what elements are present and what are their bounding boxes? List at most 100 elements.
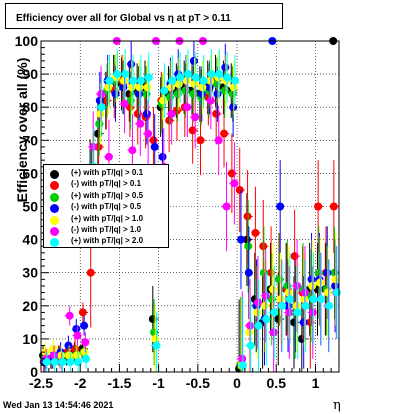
legend-label: (-) with pT/|q| > 0.5 (71, 202, 142, 212)
data-point (136, 119, 145, 128)
data-point (244, 268, 253, 277)
data-point (213, 89, 222, 98)
x-axis-label: η (333, 398, 341, 413)
data-point (97, 89, 106, 98)
data-point (300, 288, 309, 297)
data-point (82, 354, 91, 363)
data-point (189, 56, 198, 65)
data-layer (39, 37, 341, 373)
data-point (128, 146, 137, 155)
legend-entry: (+) with pT/|q| > 2.0 (44, 236, 168, 248)
data-point (284, 288, 293, 297)
legend: (+) with pT/|q| > 0.1 (-) with pT/|q| > 0… (43, 164, 169, 248)
data-point (159, 96, 168, 105)
data-point (278, 301, 287, 310)
data-point (251, 228, 260, 237)
data-point (290, 252, 299, 261)
data-point (120, 99, 129, 108)
data-point (220, 129, 229, 138)
y-axis-label: Efficiency over all (%) (14, 57, 30, 203)
data-point (253, 298, 262, 307)
legend-entry: (-) with pT/|q| > 1.0 (44, 225, 168, 237)
legend-entry: (+) with pT/|q| > 0.1 (44, 168, 168, 180)
data-point (144, 73, 153, 82)
data-point (50, 358, 59, 367)
data-point (152, 341, 161, 350)
data-point (235, 185, 244, 194)
data-point (165, 116, 174, 125)
data-point (135, 83, 144, 92)
legend-entry: (-) with pT/|q| > 0.5 (44, 202, 168, 214)
data-point (57, 351, 66, 360)
legend-marker-icon (50, 204, 59, 214)
data-point (97, 103, 106, 112)
data-point (149, 136, 158, 145)
data-point (227, 169, 236, 178)
y-tick-label: 50 (22, 199, 38, 215)
data-point (191, 113, 200, 122)
data-point (150, 142, 159, 151)
data-point (236, 235, 245, 244)
data-point (121, 70, 130, 79)
data-point (168, 76, 177, 85)
data-point (329, 202, 338, 211)
data-point (104, 83, 113, 92)
legend-entry: (+) with pT/|q| > 1.0 (44, 214, 168, 226)
data-point (317, 295, 326, 304)
data-point (285, 308, 294, 317)
data-point (105, 76, 114, 85)
chart-title: Efficiency over all for Global vs η at p… (16, 13, 231, 24)
legend-marker-icon (50, 215, 59, 225)
series-5 (41, 52, 340, 372)
data-point (80, 321, 89, 330)
y-tick-label: 60 (22, 165, 38, 181)
data-point (80, 348, 89, 357)
data-point (86, 268, 95, 277)
data-point (245, 328, 254, 337)
y-tick-label: 80 (22, 99, 38, 115)
data-point (325, 301, 334, 310)
data-point (191, 73, 200, 82)
data-point (314, 202, 323, 211)
legend-entry: (+) with pT/|q| > 0.5 (44, 191, 168, 203)
data-point (323, 268, 332, 277)
data-point (49, 344, 58, 353)
data-point (74, 358, 83, 367)
y-tick-label: 0 (30, 364, 38, 380)
data-point (262, 315, 271, 324)
data-point (65, 351, 74, 360)
data-point (268, 285, 277, 294)
data-point (212, 80, 221, 89)
data-point (276, 295, 285, 304)
data-point (104, 152, 113, 161)
data-point (183, 70, 192, 79)
data-point (78, 308, 87, 317)
data-point (136, 76, 145, 85)
legend-label: (+) with pT/|q| > 0.1 (71, 168, 144, 177)
data-point (331, 275, 340, 284)
data-point (196, 136, 205, 145)
x-tick-label: 0.5 (267, 375, 287, 391)
data-point (42, 358, 51, 367)
data-point (230, 179, 239, 188)
data-point (308, 281, 317, 290)
data-point (198, 83, 207, 92)
data-point (293, 308, 302, 317)
legend-marker-icon (50, 227, 59, 236)
data-point (274, 315, 283, 324)
data-point (96, 109, 105, 118)
legend-label: (+) with pT/|q| > 1.0 (71, 213, 144, 223)
data-point (158, 152, 167, 161)
data-point (148, 315, 157, 324)
data-point (167, 83, 176, 92)
data-point (323, 288, 332, 297)
legend-label: (-) with pT/|q| > 0.1 (71, 179, 142, 189)
legend-label: (+) with pT/|q| > 2.0 (71, 236, 144, 246)
data-point (174, 80, 183, 89)
data-point (173, 89, 182, 98)
data-point (64, 341, 73, 350)
data-point (66, 358, 75, 367)
data-point (89, 142, 98, 151)
data-point (269, 328, 278, 337)
